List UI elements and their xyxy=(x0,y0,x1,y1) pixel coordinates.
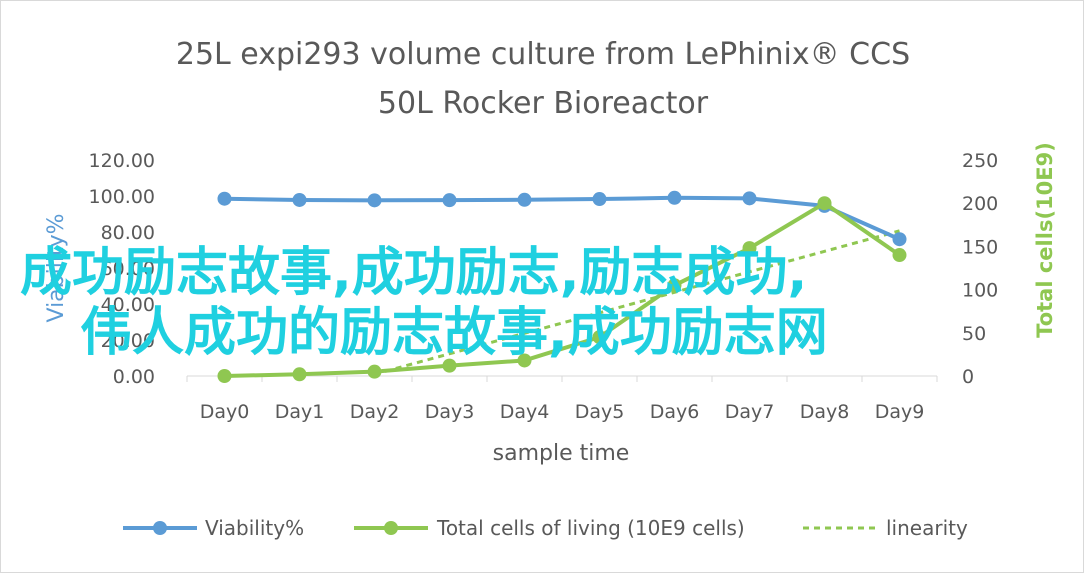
legend-total-cells: Total cells of living (10E9 cells) xyxy=(354,516,745,540)
y-left-tick-label: 40.00 xyxy=(101,294,155,316)
y-left-tick-label: 100.00 xyxy=(89,186,155,208)
y-left-tick-label: 60.00 xyxy=(101,258,155,280)
legend-total-cells-label: Total cells of living (10E9 cells) xyxy=(436,516,745,540)
x-tick-label: Day3 xyxy=(425,401,475,423)
y-right-tick-label: 200 xyxy=(962,193,998,215)
viability-data-point xyxy=(292,192,307,207)
total-cells-data-point xyxy=(367,364,382,379)
x-tick-label: Day0 xyxy=(200,401,250,423)
viability-data-point xyxy=(742,191,757,206)
y-right-tick-label: 50 xyxy=(962,323,986,345)
total-cells-data-point xyxy=(217,369,232,383)
y-right-tick-label: 150 xyxy=(962,236,998,258)
x-tick-label: Day4 xyxy=(500,401,550,423)
y-left-tick-label: 20.00 xyxy=(101,330,155,352)
total-cells-data-point xyxy=(292,367,307,382)
chart-title-line2: 50L Rocker Bioreactor xyxy=(378,86,709,121)
viability-data-point xyxy=(892,232,907,247)
legend-linearity-label: linearity xyxy=(886,516,968,540)
x-tick-label: Day1 xyxy=(275,401,325,423)
legend-linearity: linearity xyxy=(803,516,968,540)
total-cells-series-line xyxy=(224,201,901,378)
x-tick-label: Day7 xyxy=(725,401,775,423)
viability-data-point xyxy=(667,190,682,205)
x-axis-title: sample time xyxy=(493,441,630,466)
chart-title-line1: 25L expi293 volume culture from LePhinix… xyxy=(176,37,910,72)
viability-data-point xyxy=(217,191,232,206)
total-cells-data-point xyxy=(667,278,682,293)
viability-series-line xyxy=(224,195,901,242)
legend-total-cells-marker xyxy=(384,521,398,535)
legend-viability: Viability% xyxy=(123,516,304,540)
total-cells-data-point xyxy=(592,330,607,345)
total-cells-data-point xyxy=(817,196,832,211)
y-left-tick-label: 120.00 xyxy=(89,150,155,172)
x-tick-label: Day8 xyxy=(800,401,850,423)
legend: Viability% Total cells of living (10E9 c… xyxy=(123,516,968,540)
overlay-text-line2: 伟人成功的励志故事,成功励志网 xyxy=(80,303,828,363)
x-tick-label: Day9 xyxy=(875,401,925,423)
y-right-tick-label: 100 xyxy=(962,280,998,302)
linearity-trend-line xyxy=(374,229,900,376)
viability-data-point xyxy=(517,192,532,207)
total-cells-data-point xyxy=(442,358,457,373)
y-left-tick-label: 80.00 xyxy=(101,222,155,244)
legend-viability-marker xyxy=(153,521,167,535)
viability-data-point xyxy=(442,193,457,208)
y-left-tick-label: 0.00 xyxy=(113,366,155,388)
viability-data-point xyxy=(592,192,607,207)
x-tick-label: Day2 xyxy=(350,401,400,423)
y-left-axis-title: Viability% xyxy=(44,213,69,322)
total-cells-data-point xyxy=(892,248,907,263)
plot-area: Day0 Day1 Day2 Day3 Day4 Day5 Day6 Day7 Day8 Day9… xyxy=(89,150,999,423)
y-right-tick-label: 250 xyxy=(962,150,998,172)
total-cells-data-point xyxy=(517,353,532,368)
legend-viability-label: Viability% xyxy=(205,516,304,540)
overlay-text-line1: 成功励志故事,成功励志,励志成功, xyxy=(20,243,807,303)
viability-data-point xyxy=(367,193,382,208)
total-cells-data-point xyxy=(742,241,757,256)
y-right-axis-title: Total cells(10E9) xyxy=(1033,142,1057,338)
y-right-tick-label: 0 xyxy=(962,366,974,388)
x-tick-label: Day6 xyxy=(650,401,700,423)
x-tick-label: Day5 xyxy=(575,401,625,423)
